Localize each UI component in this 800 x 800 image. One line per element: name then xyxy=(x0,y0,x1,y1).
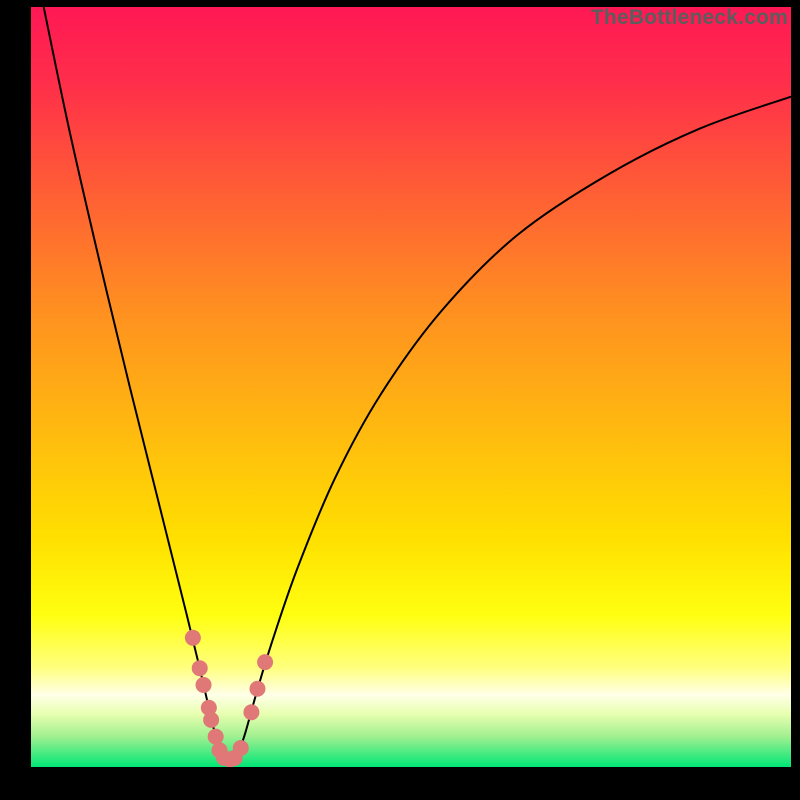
frame-left xyxy=(0,0,31,800)
data-marker xyxy=(203,712,219,728)
data-marker xyxy=(192,660,208,676)
data-marker xyxy=(185,630,201,646)
data-marker xyxy=(257,654,273,670)
bottleneck-curve xyxy=(31,7,791,767)
data-marker xyxy=(208,729,224,745)
data-marker xyxy=(243,704,259,720)
frame-right xyxy=(791,0,800,800)
watermark-text: TheBottleneck.com xyxy=(591,6,788,30)
plot-area xyxy=(31,7,791,767)
frame-bottom xyxy=(0,767,800,800)
data-marker xyxy=(196,677,212,693)
data-marker xyxy=(233,740,249,756)
data-marker xyxy=(249,681,265,697)
